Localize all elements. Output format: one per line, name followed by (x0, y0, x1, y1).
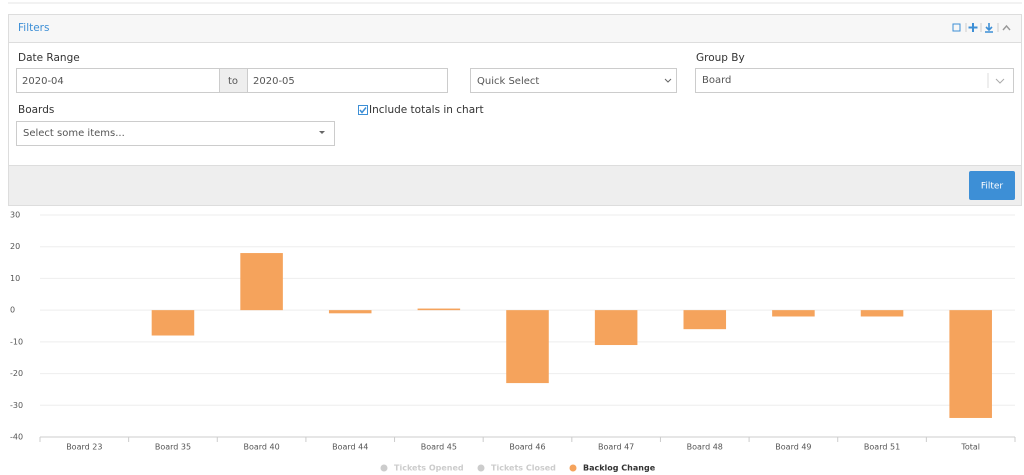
bar (772, 310, 815, 317)
panel-title: Filters (18, 22, 49, 34)
y-tick-label: -20 (10, 369, 23, 378)
group-by-value: Board (702, 75, 731, 86)
bar (151, 310, 195, 336)
legend-swatch (380, 464, 388, 472)
y-tick-label: -40 (10, 433, 23, 442)
y-tick-label: 10 (10, 274, 20, 283)
panel-icons (952, 23, 1011, 33)
x-tick-label: Board 44 (332, 443, 368, 452)
x-tick-label: Board 49 (775, 443, 811, 452)
group-by-label: Group By (696, 52, 745, 64)
bar (594, 310, 638, 346)
y-tick-label: 20 (10, 242, 20, 251)
quick-select[interactable] (470, 68, 677, 93)
add-icon[interactable] (968, 23, 978, 32)
date-to: 2020-05 (253, 76, 295, 87)
legend-label[interactable]: Tickets Opened (394, 464, 464, 473)
chevron (664, 78, 672, 83)
group-by-select[interactable] (695, 68, 1014, 93)
bar (506, 310, 549, 384)
x-tick-label: Board 46 (509, 443, 545, 452)
bar (949, 310, 992, 418)
legend-swatch (477, 464, 485, 472)
x-tick-label: Board 35 (155, 443, 191, 452)
x-tick-label: Board 40 (243, 443, 279, 452)
check (359, 107, 367, 114)
caret (319, 131, 325, 134)
y-tick-label: 0 (10, 306, 15, 315)
y-tick-label: -30 (10, 401, 23, 410)
checkbox[interactable] (358, 105, 368, 115)
x-tick-label: Board 48 (687, 443, 723, 452)
y-tick-label: 30 (10, 211, 20, 220)
chevron (995, 78, 1005, 84)
quick-select-text: Quick Select (477, 76, 539, 87)
bar (328, 310, 372, 314)
x-tick-label: Board 45 (421, 443, 457, 452)
include-totals: Include totals in chart (369, 104, 484, 116)
date-range-label: Date Range (18, 52, 80, 64)
x-tick-label: Board 47 (598, 443, 634, 452)
bar (417, 308, 461, 311)
boards-select[interactable] (16, 121, 335, 146)
save-icon[interactable] (952, 23, 961, 32)
bar (860, 310, 904, 317)
legend-label[interactable]: Tickets Closed (491, 464, 556, 473)
boards-placeholder: Select some items... (23, 128, 125, 139)
filter-button[interactable] (969, 171, 1015, 200)
panel-footer (9, 165, 1021, 205)
legend-swatch (569, 464, 577, 472)
boards-label: Boards (18, 104, 54, 116)
download-icon[interactable] (985, 23, 993, 33)
x-tick-label: Total (960, 443, 980, 452)
y-tick-label: -10 (10, 337, 23, 346)
panel-header (9, 15, 1021, 42)
legend-label[interactable]: Backlog Change (583, 464, 656, 473)
to-addon (219, 68, 248, 93)
filter-button-text[interactable]: Filter (981, 182, 1004, 192)
bar (240, 253, 283, 311)
bar (683, 310, 727, 330)
date-from: 2020-04 (22, 76, 64, 87)
collapse-icon[interactable] (1002, 24, 1011, 31)
to-text: to (228, 76, 238, 87)
x-tick-label: Board 23 (66, 443, 102, 452)
x-tick-label: Board 51 (864, 443, 900, 452)
